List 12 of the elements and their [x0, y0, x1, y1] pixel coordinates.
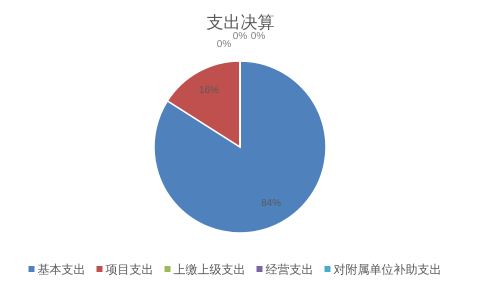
legend-label: 基本支出 — [38, 262, 86, 276]
legend-label: 对附属单位补助支出 — [334, 262, 442, 276]
text: 0% — [232, 31, 248, 42]
data-label: 84% — [261, 198, 282, 210]
legend-label: 上缴上级支出 — [174, 262, 246, 276]
legend-label: 项目支出 — [106, 262, 154, 276]
data-label: 16% — [198, 85, 220, 96]
legend-label: 经营支出 — [266, 262, 314, 276]
text: 0% — [250, 31, 266, 42]
pie-slice — [153, 60, 327, 234]
text: 0% — [216, 39, 232, 50]
chart-title: 支出决算 — [206, 13, 274, 33]
